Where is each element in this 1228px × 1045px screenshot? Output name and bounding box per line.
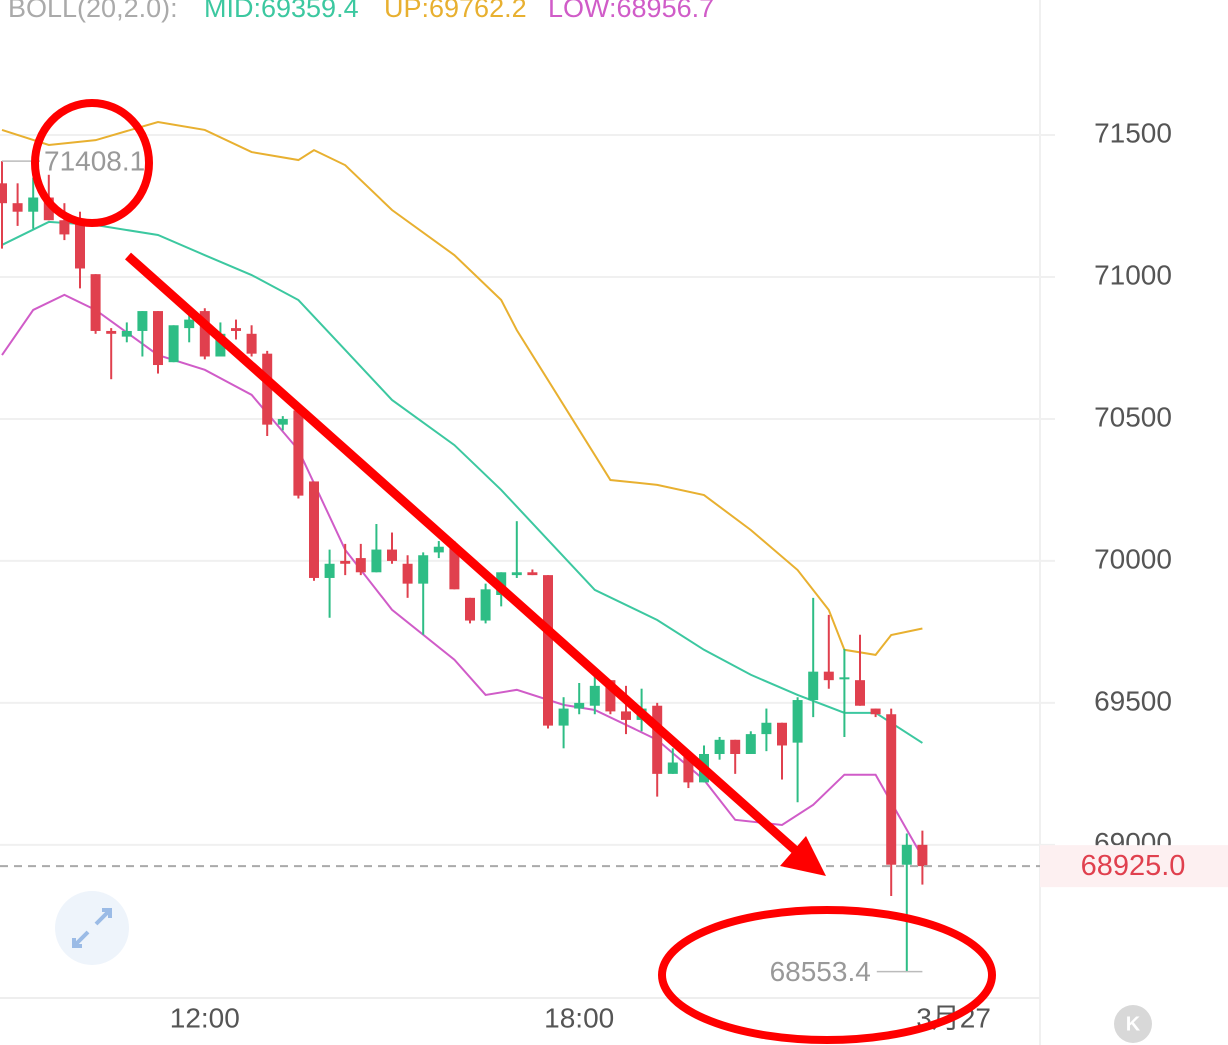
candle-body <box>855 680 865 706</box>
candle-body <box>402 563 413 584</box>
candle-body <box>433 546 444 553</box>
k-button-label[interactable]: K <box>1126 1013 1141 1035</box>
candle-body <box>823 671 834 681</box>
y-tick-label: 71000 <box>1094 259 1172 290</box>
candle-body <box>371 549 382 573</box>
candle-body <box>106 330 117 334</box>
candle-body <box>621 711 631 720</box>
y-tick-label: 71500 <box>1094 117 1172 148</box>
indicator-low: LOW:68956.7 <box>548 0 714 23</box>
circle-low <box>658 906 996 1044</box>
candle-body <box>792 700 803 743</box>
candle-body <box>293 410 304 496</box>
candle-body <box>589 685 600 706</box>
candle-body <box>199 311 210 357</box>
candle-body <box>808 671 819 701</box>
candle-body <box>558 708 569 726</box>
candle-body <box>652 705 663 774</box>
candle-body <box>777 722 787 746</box>
candle-body <box>886 714 897 865</box>
circle-high <box>31 99 153 227</box>
candle-body <box>12 203 23 212</box>
candle-body <box>714 739 725 754</box>
annotation-label: 68553.4 <box>770 956 871 987</box>
candle-body <box>90 274 101 331</box>
x-tick-label: 12:00 <box>170 1002 240 1033</box>
candle-body <box>449 546 460 590</box>
boll-line <box>1 220 923 744</box>
candle-body <box>574 702 585 709</box>
candle-body <box>137 311 148 331</box>
highlights <box>31 99 996 1044</box>
candle-body <box>28 197 39 212</box>
x-tick-label: 18:00 <box>544 1002 614 1033</box>
candle-body <box>355 558 366 573</box>
candle-body <box>246 333 257 354</box>
boll-line <box>1 293 924 858</box>
candle-body <box>730 739 741 754</box>
zoom-icon[interactable] <box>72 908 112 948</box>
indicator-mid: MID:69359.4 <box>204 0 359 23</box>
candle-body <box>153 311 163 366</box>
indicator-up: UP:69762.2 <box>384 0 527 23</box>
y-tick-label: 70500 <box>1094 401 1172 432</box>
candle-body <box>761 722 772 735</box>
candle-body <box>605 680 616 712</box>
candle-body <box>745 734 756 754</box>
candle-body <box>511 572 522 576</box>
zoom-bg[interactable] <box>55 891 129 965</box>
last-price-label: 68925.0 <box>1081 850 1186 882</box>
candle-body <box>527 572 538 576</box>
candle-body <box>121 330 132 337</box>
candle-body <box>340 560 351 564</box>
candle-body <box>465 597 475 621</box>
boll-line <box>1 120 923 656</box>
y-tick-label: 69500 <box>1094 685 1172 716</box>
candle-body <box>231 328 241 331</box>
annotation-label: 71408.1 <box>44 146 145 177</box>
trend-arrow <box>125 252 798 854</box>
candle-body <box>418 555 429 584</box>
candle-body <box>901 844 912 865</box>
candle-body <box>683 756 694 783</box>
candle-body <box>324 563 335 578</box>
zoom-button[interactable] <box>55 891 129 965</box>
candle-body <box>870 708 881 715</box>
candle-body <box>168 325 179 363</box>
candle-body <box>277 418 288 425</box>
candle-body <box>262 353 273 425</box>
candle-body <box>59 220 70 235</box>
candle-body <box>543 575 553 726</box>
candle-body <box>667 762 678 774</box>
candle-body <box>184 319 195 329</box>
y-tick-label: 70000 <box>1094 543 1172 574</box>
candle-body <box>0 183 7 204</box>
arrow-head <box>780 836 826 876</box>
candle-body <box>387 549 397 561</box>
k-button[interactable] <box>1114 1005 1152 1043</box>
candle-body <box>75 220 85 269</box>
candle-body <box>215 333 226 357</box>
indicator-name: BOLL(20,2.0): <box>8 0 178 23</box>
candle-body <box>43 197 54 221</box>
candle-body <box>917 844 928 867</box>
candle-body <box>309 481 319 578</box>
candle-body <box>839 677 850 680</box>
candle-body <box>480 589 491 621</box>
last-price-box <box>1040 845 1228 888</box>
